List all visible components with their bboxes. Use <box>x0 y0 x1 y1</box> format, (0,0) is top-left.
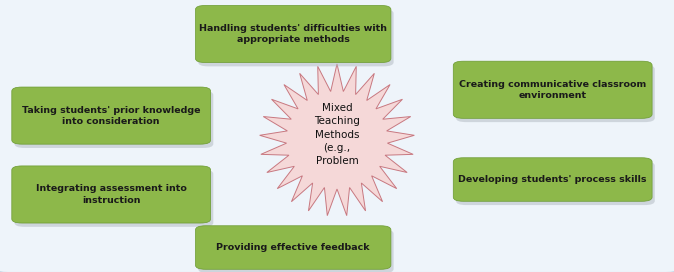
Text: Mixed
Teaching
Methods
(e.g.,
Problem: Mixed Teaching Methods (e.g., Problem <box>314 103 360 166</box>
Text: Creating communicative classroom
environment: Creating communicative classroom environ… <box>459 80 646 100</box>
Text: Providing effective feedback: Providing effective feedback <box>216 243 370 252</box>
FancyBboxPatch shape <box>198 230 394 272</box>
FancyBboxPatch shape <box>195 5 391 63</box>
FancyBboxPatch shape <box>453 61 652 118</box>
FancyBboxPatch shape <box>15 170 214 227</box>
FancyBboxPatch shape <box>456 65 655 122</box>
FancyBboxPatch shape <box>198 9 394 66</box>
FancyBboxPatch shape <box>15 91 214 148</box>
Text: Handling students' difficulties with
appropriate methods: Handling students' difficulties with app… <box>200 24 387 44</box>
FancyBboxPatch shape <box>195 226 391 269</box>
FancyBboxPatch shape <box>453 158 652 201</box>
Polygon shape <box>259 64 415 216</box>
Text: Integrating assessment into
instruction: Integrating assessment into instruction <box>36 184 187 205</box>
Text: Taking students' prior knowledge
into consideration: Taking students' prior knowledge into co… <box>22 106 200 126</box>
FancyBboxPatch shape <box>12 166 211 223</box>
FancyBboxPatch shape <box>456 162 655 205</box>
Text: Developing students' process skills: Developing students' process skills <box>458 175 647 184</box>
FancyBboxPatch shape <box>12 87 211 144</box>
